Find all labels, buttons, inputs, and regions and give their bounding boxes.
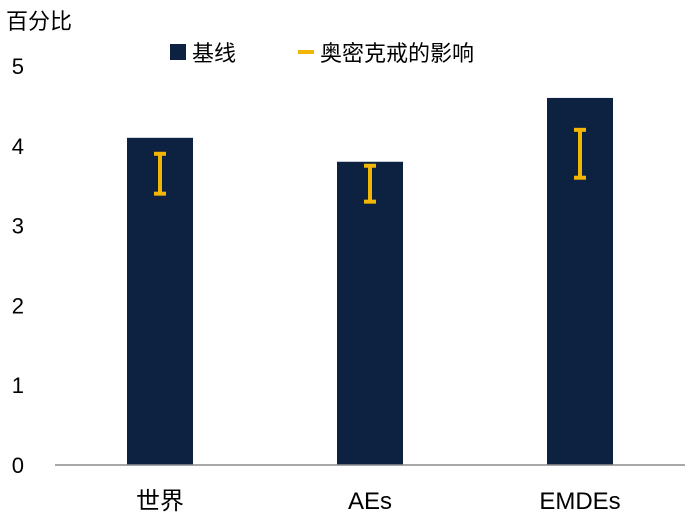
- x-tick-label: 世界: [136, 488, 184, 515]
- x-tick-label: EMDEs: [539, 488, 620, 515]
- legend-label-baseline: 基线: [192, 42, 237, 67]
- legend-label-omicron: 奥密克戒的影响: [320, 42, 475, 67]
- bar: [337, 161, 403, 465]
- legend-swatch-baseline: [170, 44, 186, 60]
- y-tick-label: 3: [12, 214, 24, 239]
- y-tick-label: 0: [12, 453, 24, 478]
- y-tick-label: 2: [12, 293, 24, 318]
- y-axis-title: 百分比: [6, 10, 73, 35]
- y-tick-label: 5: [12, 54, 24, 79]
- x-tick-label: AEs: [348, 488, 392, 515]
- legend: 基线 奥密克戒的影响: [170, 36, 474, 68]
- y-tick-label: 1: [12, 373, 24, 398]
- y-tick-label: 4: [12, 134, 24, 159]
- legend-swatch-omicron: [298, 50, 315, 54]
